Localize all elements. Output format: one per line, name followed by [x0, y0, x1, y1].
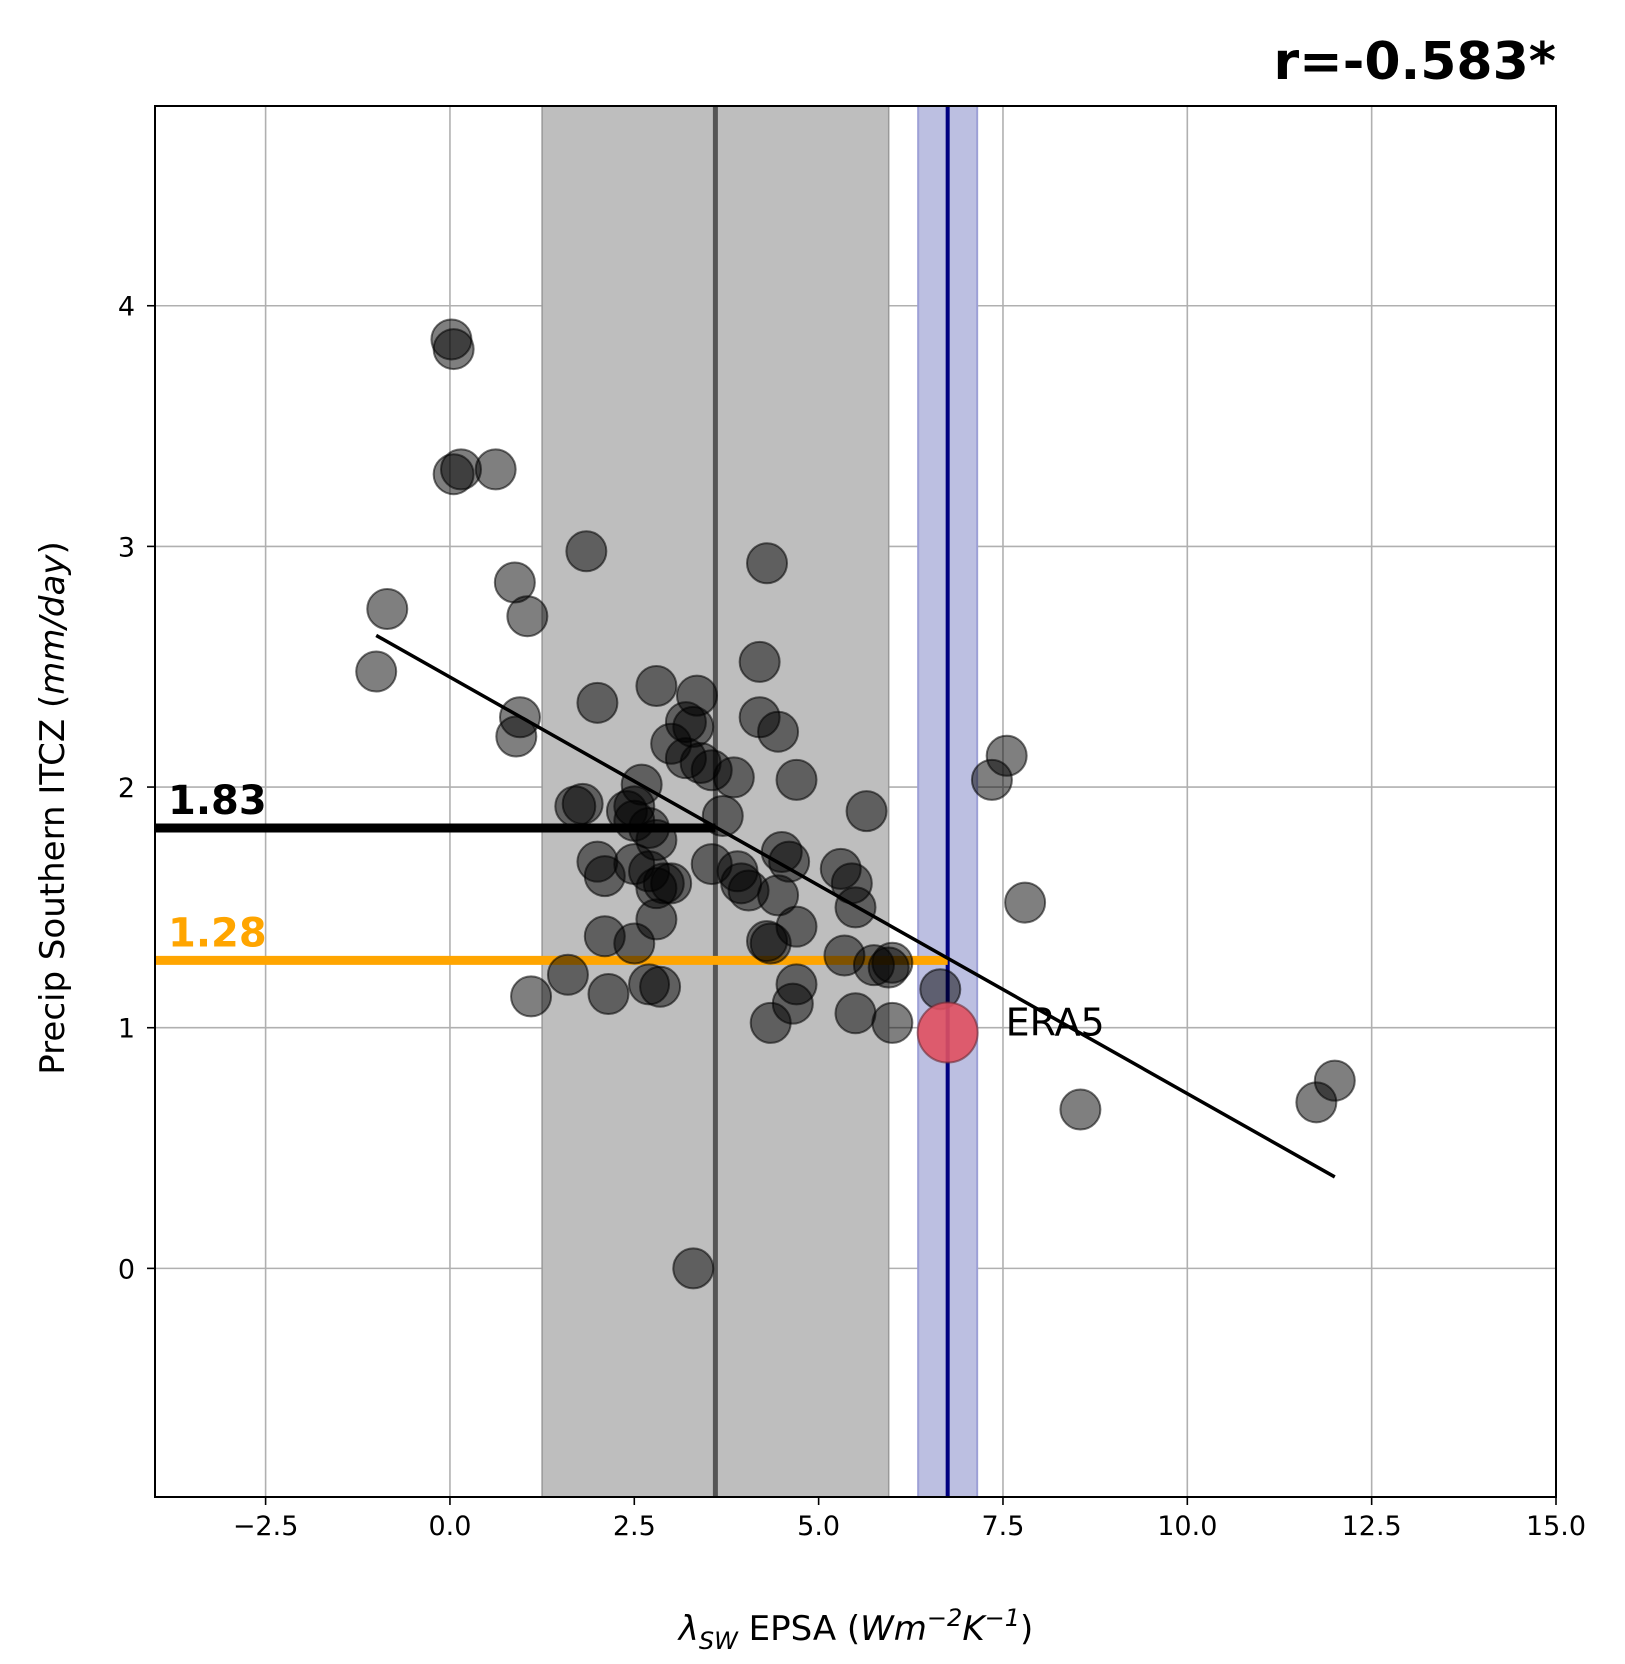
constrained-mean-label: 1.83 [168, 778, 267, 824]
y-tick-label: 1 [118, 1014, 135, 1045]
x-tick-label: 5.0 [797, 1511, 840, 1542]
model-point [355, 650, 398, 693]
x-label-symbol: λ [677, 1609, 699, 1649]
model-point [565, 530, 608, 573]
model-point [871, 941, 914, 984]
model-point [650, 862, 693, 905]
model-point [746, 542, 789, 585]
x-label-subscript: SW [699, 1627, 739, 1655]
model-point [1059, 1088, 1102, 1131]
model-point [639, 965, 682, 1008]
model-point [1004, 881, 1047, 924]
x-label-text: EPSA ( [738, 1609, 860, 1649]
model-point [474, 448, 517, 491]
x-tick-label: 7.5 [981, 1511, 1024, 1542]
model-point [554, 785, 597, 828]
x-tick-label: 2.5 [613, 1511, 656, 1542]
x-tick-label: 15.0 [1526, 1511, 1586, 1542]
model-point [746, 920, 789, 963]
x-tick-label: 0.0 [428, 1511, 471, 1542]
x-tick-label: −2.5 [233, 1511, 299, 1542]
model-point [749, 1001, 792, 1044]
ticks: −2.5 0.0 2.5 5.0 7.5 10.0 12.5 15.0 0 1 2 3 4 [118, 292, 1586, 1542]
x-label-unit-a: Wm [860, 1609, 927, 1649]
model-point [366, 587, 409, 630]
y-label-text: Precip Southern ITCZ ( [33, 695, 73, 1075]
y-tick-label: 2 [118, 773, 135, 804]
x-label-unit-b: K [962, 1609, 987, 1649]
model-point [757, 710, 800, 753]
model-point [506, 595, 549, 638]
plot-frame [154, 105, 1557, 1498]
observed-estimate-label: 1.28 [168, 910, 267, 956]
observation-label: ERA5 [1006, 1001, 1105, 1045]
reference-lines: 1.83 1.28 [155, 778, 948, 965]
model-point [775, 758, 818, 801]
model-point [871, 1001, 914, 1044]
y-axis-label: Precip Southern ITCZ (mm/day) [33, 541, 73, 1074]
x-label-sup-b: −1 [985, 1604, 1020, 1632]
observation: ERA5 [916, 1001, 1105, 1064]
model-point [510, 975, 553, 1018]
model-point [738, 640, 781, 683]
correlation-label: r=-0.583* [1274, 32, 1556, 92]
model-point [834, 992, 877, 1035]
model-point [635, 664, 678, 707]
x-tick-label: 10.0 [1157, 1511, 1217, 1542]
bands [541, 105, 979, 1498]
y-label-unit: mm/day [33, 554, 73, 695]
model-point [768, 840, 811, 883]
x-axis-label: λSW EPSA (Wm−2K−1) [677, 1604, 1034, 1655]
x-label-close: ) [1020, 1609, 1033, 1649]
model-point [970, 758, 1013, 801]
regression-line [375, 633, 1336, 1179]
model-point [1313, 1059, 1356, 1102]
model-point [727, 869, 770, 912]
regression [375, 633, 1336, 1179]
model-point [613, 922, 656, 965]
model-point [432, 328, 475, 371]
model-point [672, 1247, 715, 1290]
data-points [355, 318, 1356, 1290]
x-tick-label: 12.5 [1342, 1511, 1402, 1542]
y-label-close: ) [33, 541, 73, 554]
model-point [587, 973, 630, 1016]
x-label-sup-a: −2 [927, 1604, 962, 1632]
y-tick-label: 3 [118, 532, 135, 563]
model-point [845, 790, 888, 833]
model-point [576, 681, 619, 724]
y-tick-label: 0 [118, 1254, 135, 1285]
y-tick-label: 4 [118, 292, 135, 323]
model-point [712, 756, 755, 799]
model-point [546, 953, 589, 996]
model-point [690, 843, 733, 886]
observation-point [916, 1001, 979, 1064]
